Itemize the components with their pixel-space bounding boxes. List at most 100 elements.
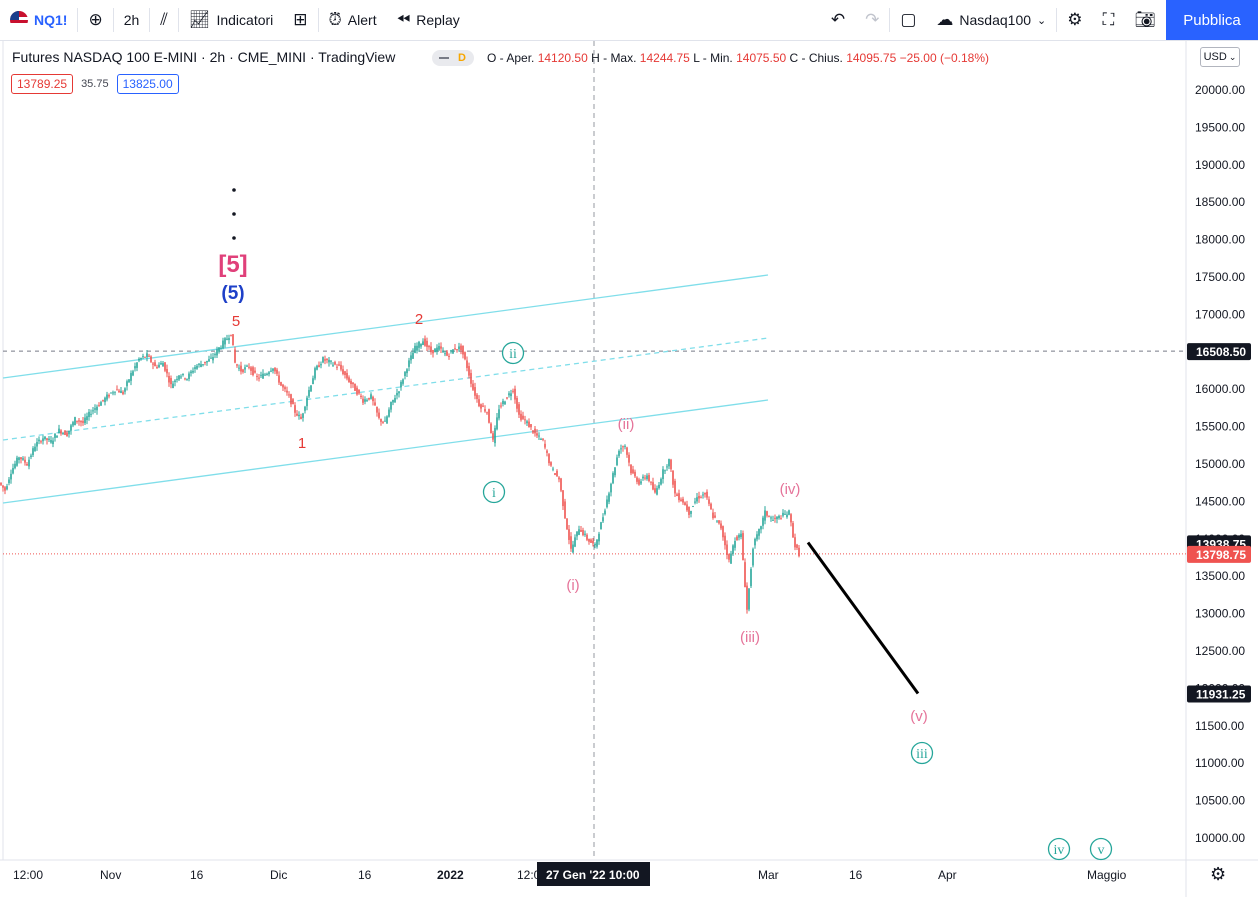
candle-body	[92, 410, 94, 412]
fullscreen-square-button[interactable]: ▢	[890, 0, 926, 41]
candle-body	[128, 379, 130, 383]
candle-body	[710, 503, 712, 510]
candle-body	[246, 365, 248, 367]
candle-body	[448, 355, 450, 357]
candle-body	[190, 371, 192, 374]
candle-body	[588, 538, 590, 542]
candle-body	[446, 351, 448, 356]
candle-body	[534, 428, 536, 434]
candle-body	[18, 457, 20, 461]
indicators-button[interactable]: 📈︎ Indicatori	[179, 0, 283, 41]
candle-body	[46, 438, 48, 440]
candle-body	[524, 419, 526, 421]
candle-body	[608, 493, 610, 502]
time-tick-label: 12:0	[517, 868, 541, 882]
candle-body	[302, 413, 304, 418]
candle-body	[250, 367, 252, 371]
layout-button[interactable]: ☁︎ Nasdaq100 ⌄	[926, 0, 1056, 41]
candle-body	[146, 353, 148, 358]
candle-body	[536, 433, 538, 436]
candle-body	[738, 534, 740, 538]
channel-mid-line[interactable]	[2, 337, 769, 441]
candle-body	[514, 388, 516, 400]
wave-label-iv-minor: iv	[1054, 843, 1065, 858]
candle-body	[478, 399, 480, 407]
candle-body	[472, 383, 474, 390]
candle-body	[182, 373, 184, 376]
settings-button[interactable]: ⚙︎	[1057, 0, 1092, 41]
plus-circle-icon: ⊕	[88, 10, 103, 29]
time-tick-label: Nov	[100, 868, 121, 882]
candle-body	[780, 518, 782, 520]
candle-body	[194, 367, 196, 369]
time-tick-label: Mar	[758, 868, 779, 882]
fullscreen-button[interactable]: ⛶	[1093, 0, 1125, 41]
candle-body	[476, 394, 478, 399]
candle-body	[798, 547, 800, 557]
data-status-badge[interactable]: D	[432, 50, 474, 66]
candle-body	[770, 517, 772, 519]
candle-body	[424, 338, 426, 346]
chart-settings-gear-icon[interactable]: ⚙︎	[1210, 864, 1227, 884]
candle-body	[560, 478, 562, 491]
candle-body	[386, 416, 388, 424]
candle-body	[328, 359, 330, 363]
candle-body	[174, 380, 176, 382]
candle-body	[774, 517, 776, 519]
chart-type-button[interactable]: ⫽	[150, 0, 178, 41]
projection-trend-line[interactable]	[806, 541, 920, 695]
replay-button[interactable]: ⏪︎ Replay	[387, 0, 470, 41]
last-price-label-box	[1187, 545, 1251, 563]
candle-body	[790, 514, 792, 523]
candle-body	[376, 406, 378, 413]
time-tick-label: 16	[358, 868, 372, 882]
close-label: C - Chius.	[789, 51, 843, 65]
candle-body	[120, 390, 122, 394]
candle-body	[206, 360, 208, 363]
candle-body	[696, 497, 698, 502]
sell-price-button[interactable]: 13789.25	[11, 74, 74, 94]
price-tick-label: 13000.00	[1195, 607, 1245, 621]
templates-button[interactable]: ⊞	[283, 0, 317, 41]
undo-button[interactable]: ↶	[821, 0, 855, 41]
candle-body	[794, 537, 796, 548]
publish-button[interactable]: Pubblica	[1166, 0, 1258, 40]
time-tick-label: Maggio	[1087, 868, 1127, 882]
currency-label: USD	[1203, 51, 1227, 63]
candle-body	[638, 479, 640, 485]
candle-body	[628, 454, 630, 463]
price-chart[interactable]: 20000.00 19500.00 19000.00 18500.00 18000.00…	[0, 41, 1258, 897]
camera-icon: 📷︎	[1134, 10, 1156, 29]
candle-body	[52, 440, 54, 445]
legend-title[interactable]: Futures NASDAQ 100 E-MINI · 2h · CME_MIN…	[12, 49, 396, 65]
currency-selector[interactable]: USD ⌄	[1200, 47, 1240, 67]
candle-body	[106, 394, 108, 400]
alert-button[interactable]: ⏰︎ Alert	[319, 0, 387, 41]
redo-button[interactable]: ↷	[855, 0, 889, 41]
symbol-search-button[interactable]: NQ1!	[0, 0, 77, 41]
compare-add-symbol-button[interactable]: ⊕	[78, 0, 112, 41]
candle-body	[230, 334, 232, 336]
candle-body	[716, 520, 718, 522]
candle-body	[776, 516, 778, 520]
toolbar-divider	[77, 8, 79, 32]
interval-button[interactable]: 2h	[114, 0, 150, 41]
channel-lower-line[interactable]	[2, 399, 769, 504]
price-tick-label: 18000.00	[1195, 233, 1245, 247]
buy-price-button[interactable]: 13825.00	[116, 74, 179, 94]
time-tick-label: Apr	[938, 868, 957, 882]
candle-body	[540, 438, 542, 440]
channel-upper-line[interactable]	[2, 274, 769, 379]
snapshot-button[interactable]: 📷︎	[1124, 0, 1166, 41]
candle-body	[604, 510, 606, 515]
candle-body	[322, 357, 324, 363]
open-value: 14120.50	[537, 51, 588, 65]
candle-body	[158, 364, 160, 368]
candle-body	[140, 357, 142, 359]
candle-body	[66, 432, 68, 437]
candle-body	[786, 514, 788, 518]
candle-body	[612, 473, 614, 484]
candle-body	[532, 430, 534, 433]
candle-body	[84, 417, 86, 424]
candle-body	[8, 479, 10, 484]
